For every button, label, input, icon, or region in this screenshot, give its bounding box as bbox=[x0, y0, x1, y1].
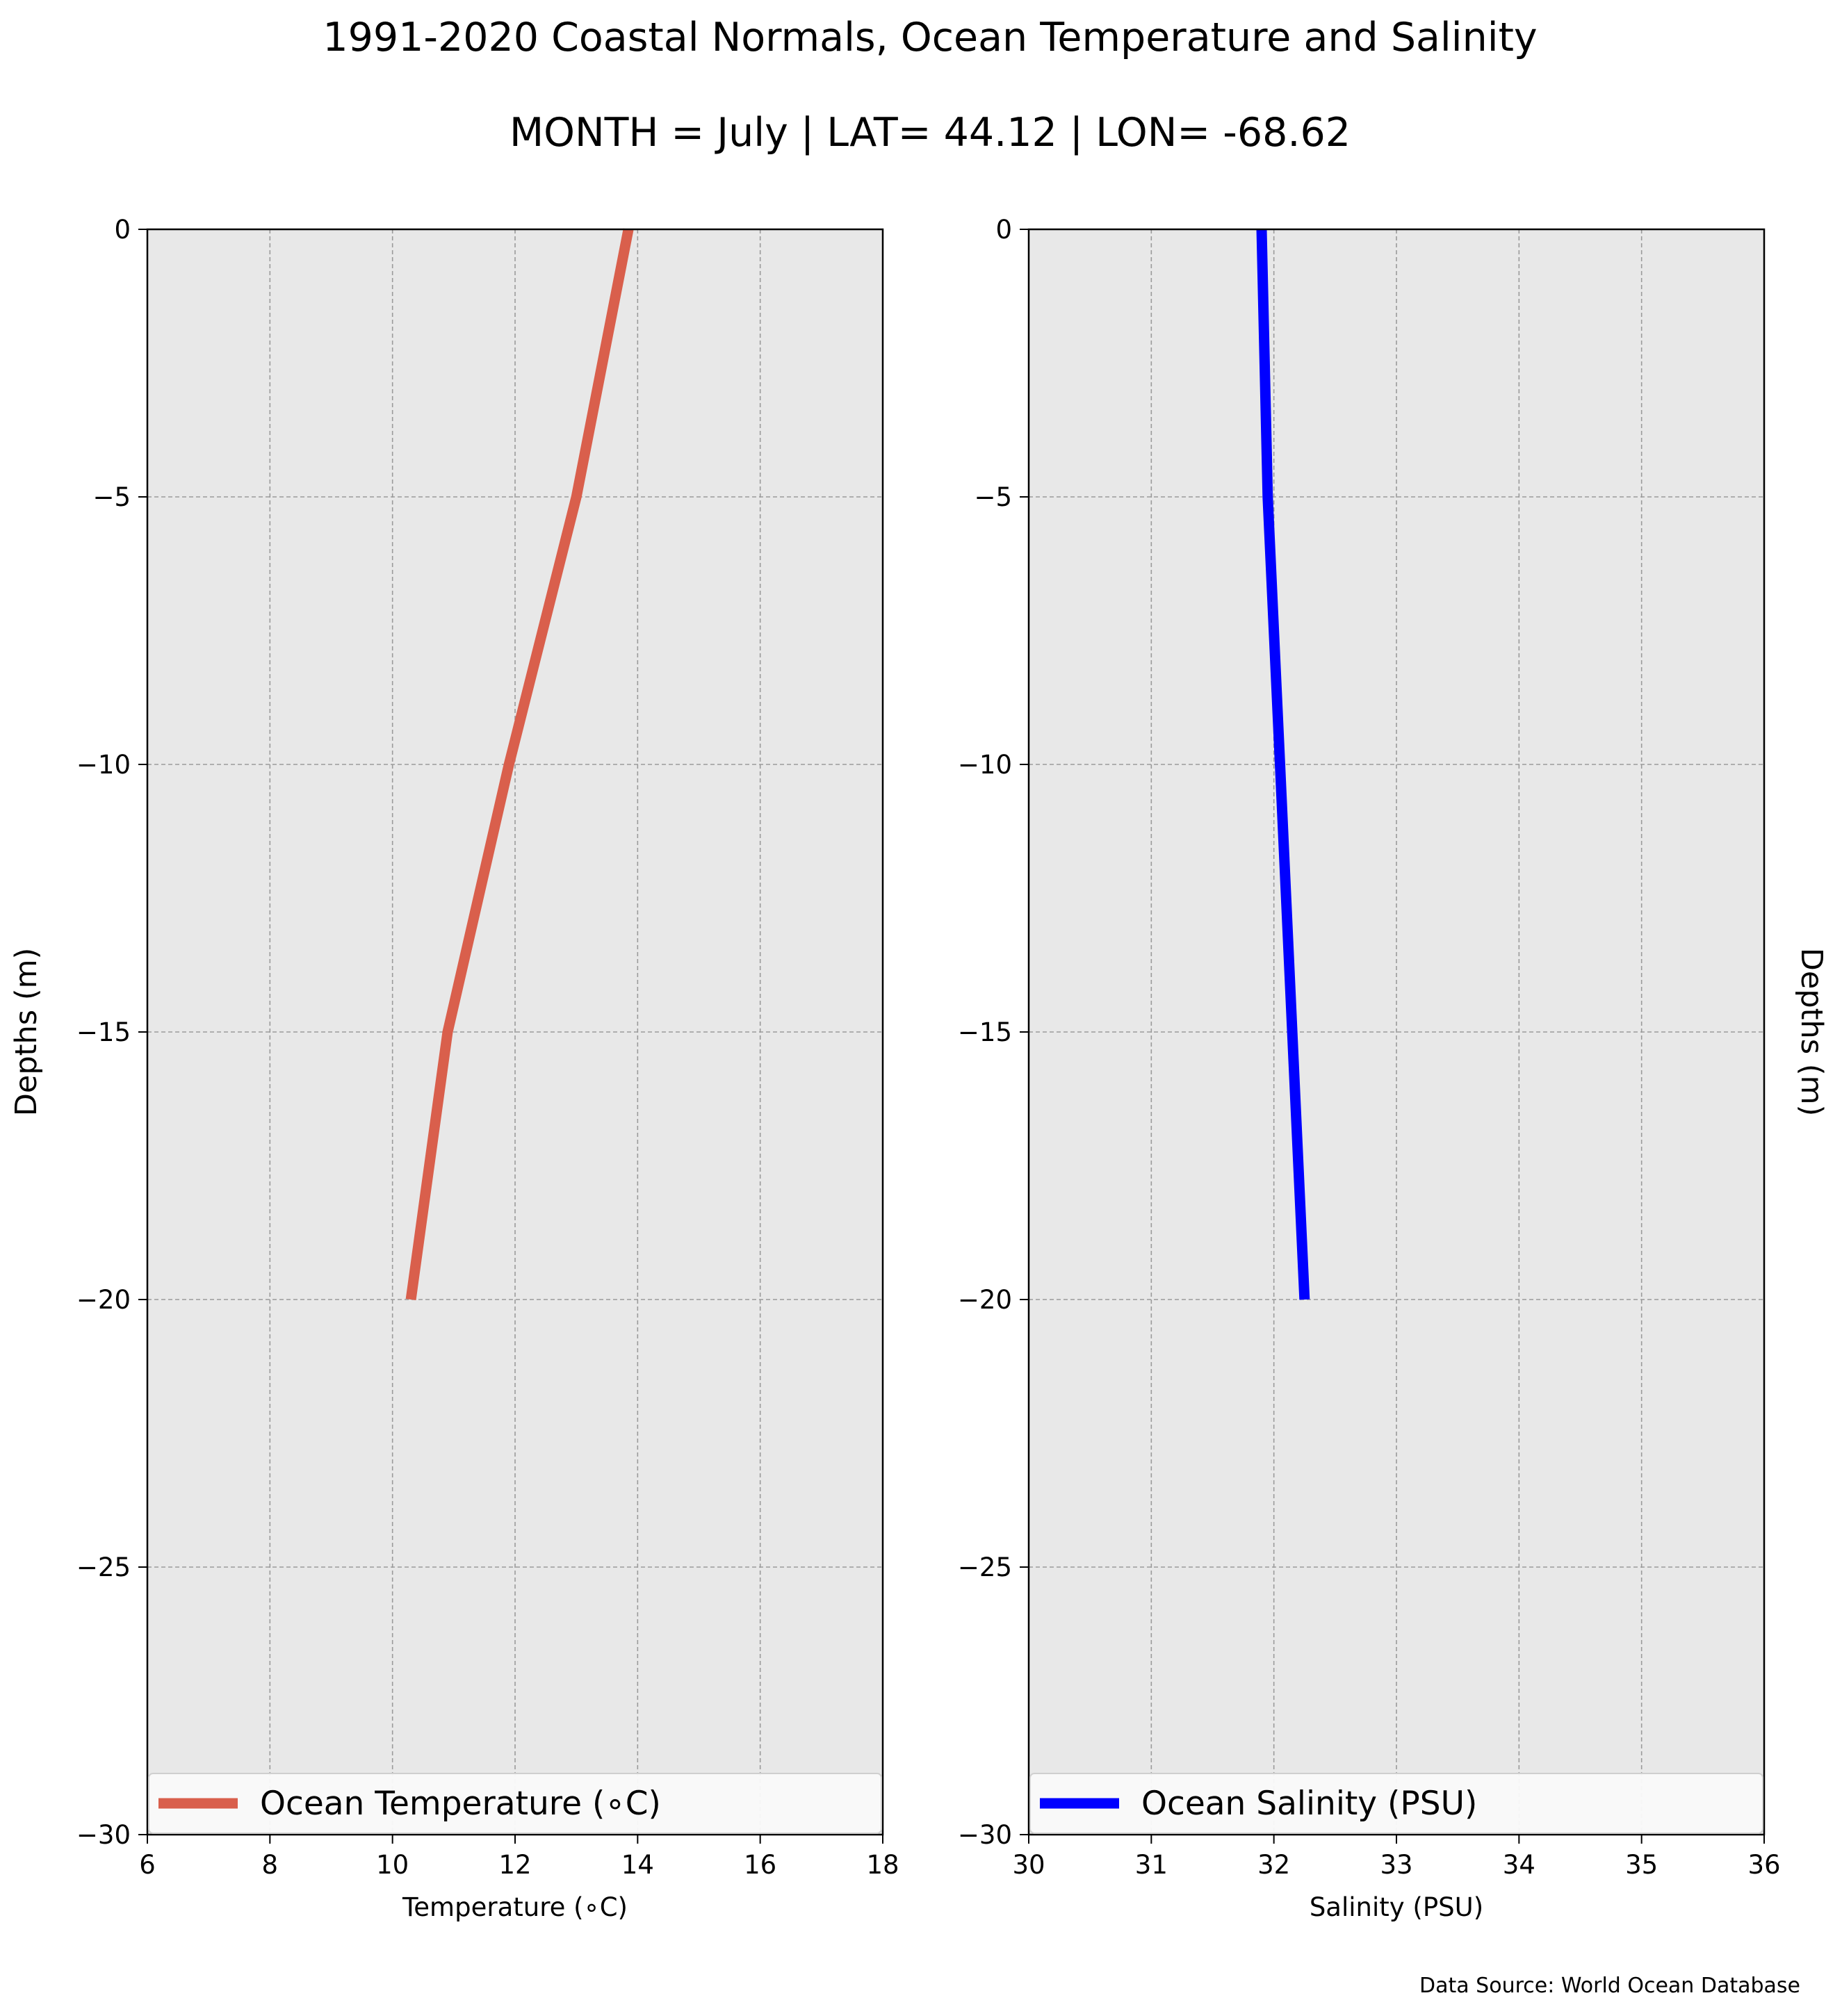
salinity-legend-label: Ocean Salinity (PSU) bbox=[1141, 1785, 1477, 1823]
temperature-x-tick-label: 16 bbox=[744, 1850, 776, 1880]
temperature-legend-label: Ocean Temperature (∘C) bbox=[260, 1785, 661, 1823]
salinity-x-tick-label: 32 bbox=[1257, 1850, 1290, 1880]
temperature-y-tick-label: −10 bbox=[76, 750, 131, 780]
temperature-y-tick-label: −25 bbox=[76, 1552, 131, 1582]
figure-subtitle: MONTH = July | LAT= 44.12 | LON= -68.62 bbox=[510, 110, 1351, 156]
temperature-x-tick-label: 6 bbox=[139, 1850, 156, 1880]
salinity-y-tick-label: −30 bbox=[958, 1820, 1012, 1850]
figure-title: 1991-2020 Coastal Normals, Ocean Tempera… bbox=[323, 15, 1537, 60]
temperature-y-tick-label: −5 bbox=[92, 482, 131, 512]
temperature-x-tick-label: 10 bbox=[376, 1850, 409, 1880]
temperature-x-tick-label: 18 bbox=[866, 1850, 899, 1880]
salinity-x-tick-label: 31 bbox=[1135, 1850, 1168, 1880]
salinity-y-tick-label: −5 bbox=[974, 482, 1012, 512]
temperature-x-axis-label: Temperature (∘C) bbox=[402, 1892, 628, 1922]
salinity-y-tick-label: −15 bbox=[958, 1017, 1012, 1047]
temperature-legend-box bbox=[148, 1773, 882, 1834]
salinity-x-tick-label: 34 bbox=[1503, 1850, 1535, 1880]
temperature-y-tick-label: −15 bbox=[76, 1017, 131, 1047]
salinity-y-tick-label: −25 bbox=[958, 1552, 1012, 1582]
temperature-x-tick-label: 8 bbox=[262, 1850, 279, 1880]
salinity-y-tick-label: −20 bbox=[958, 1285, 1012, 1315]
salinity-x-tick-label: 36 bbox=[1747, 1850, 1780, 1880]
temperature-y-axis-label: Depths (m) bbox=[9, 948, 44, 1116]
temperature-x-tick-label: 12 bbox=[498, 1850, 531, 1880]
temperature-y-tick-label: 0 bbox=[114, 215, 131, 245]
salinity-x-tick-label: 33 bbox=[1380, 1850, 1412, 1880]
salinity-x-tick-label: 35 bbox=[1625, 1850, 1658, 1880]
salinity-x-tick-label: 30 bbox=[1012, 1850, 1045, 1880]
salinity-y-axis-label: Depths (m) bbox=[1794, 948, 1829, 1116]
salinity-y-tick-label: 0 bbox=[995, 215, 1012, 245]
temperature-y-tick-label: −30 bbox=[76, 1820, 131, 1850]
salinity-x-axis-label: Salinity (PSU) bbox=[1310, 1892, 1483, 1922]
salinity-y-tick-label: −10 bbox=[958, 750, 1012, 780]
salinity-legend-box bbox=[1029, 1773, 1763, 1834]
salinity-panel: 30 31 32 33 34 35 36 0 −5 −10 −15 −20 −25 −30 Salinity… bbox=[958, 215, 1829, 1922]
temperature-panel: 6 8 10 12 14 16 18 0 −5 −10 −15 −20 −25 −30 Temperatur… bbox=[9, 215, 899, 1922]
data-source-note: Data Source: World Ocean Database bbox=[1419, 1974, 1800, 1998]
temperature-x-tick-label: 14 bbox=[621, 1850, 654, 1880]
temperature-y-tick-label: −20 bbox=[76, 1285, 131, 1315]
